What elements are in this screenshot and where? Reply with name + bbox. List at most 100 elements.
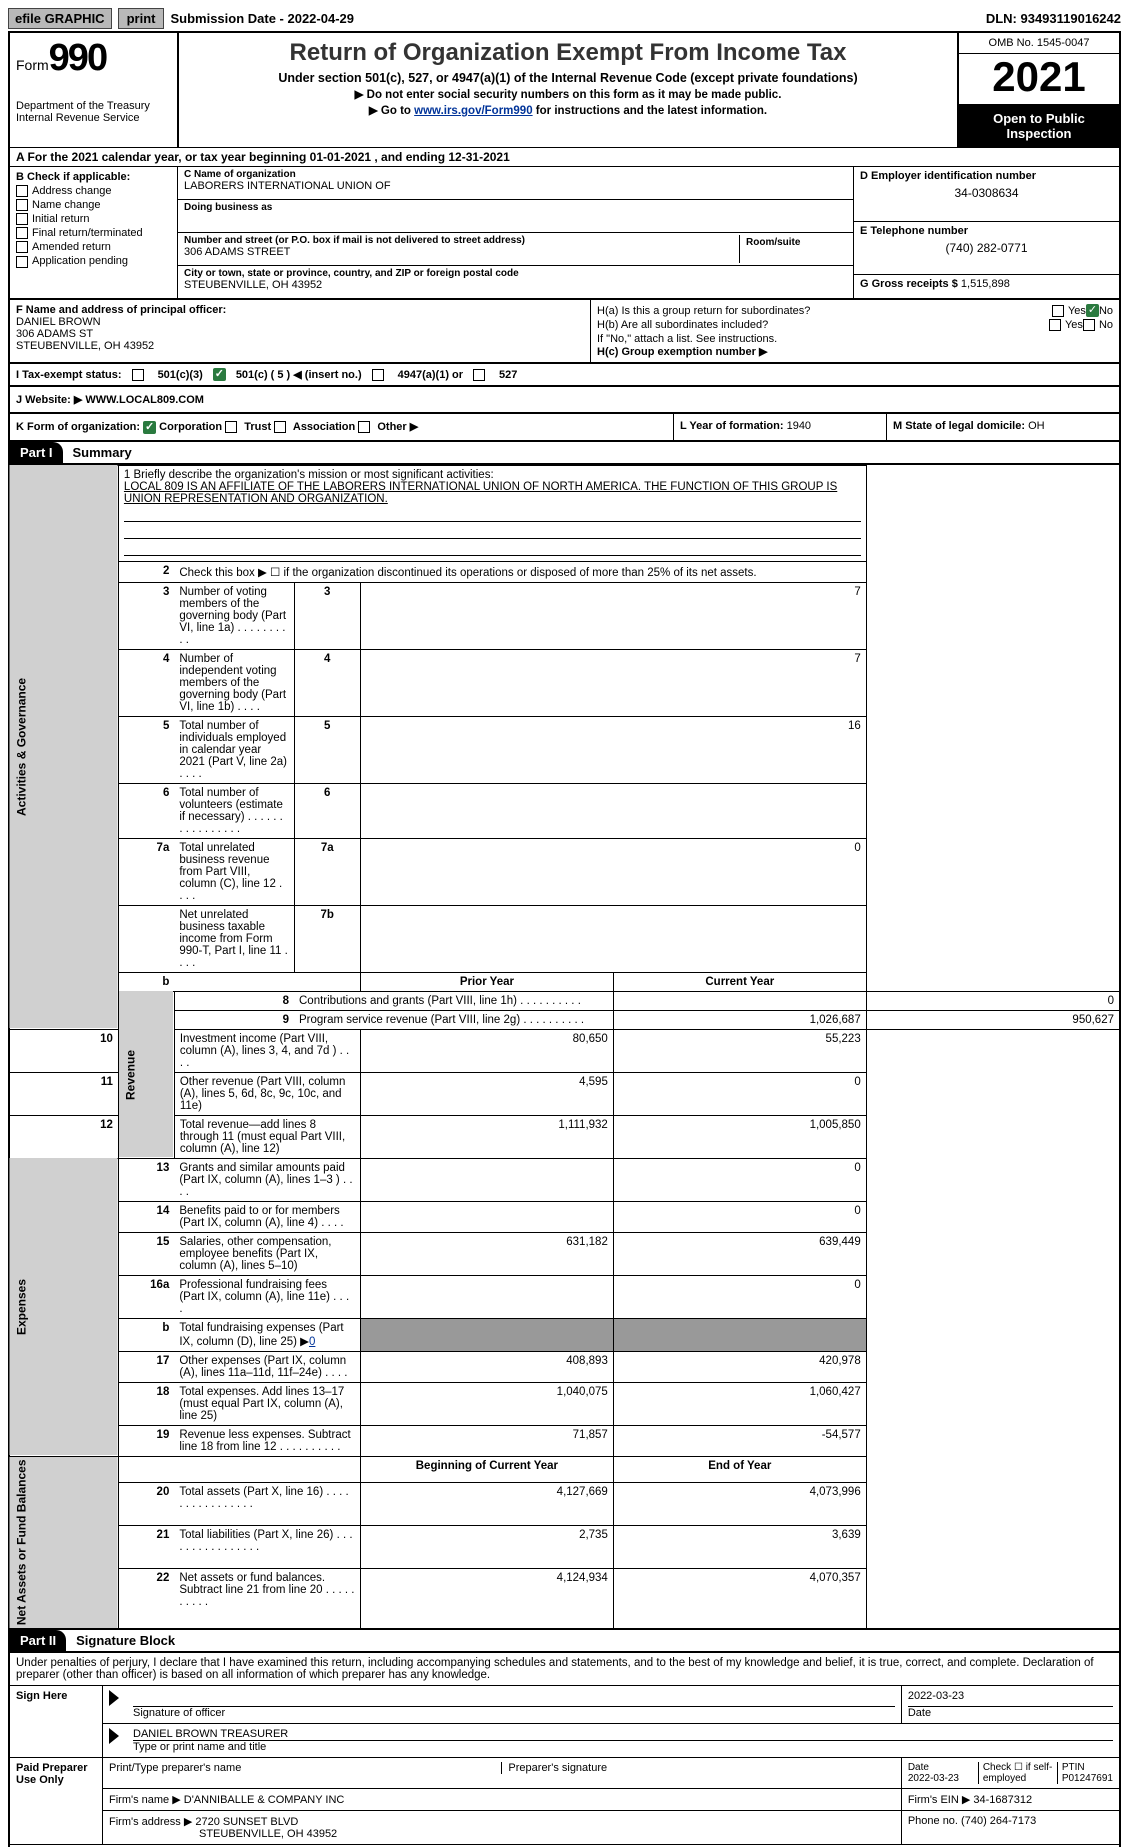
firm-addr-1: 2720 SUNSET BLVD	[195, 1816, 298, 1828]
prep-sig-label: Preparer's signature	[508, 1762, 894, 1774]
omb-number: OMB No. 1545-0047	[959, 33, 1119, 54]
officer-label: F Name and address of principal officer:	[16, 304, 584, 316]
top-bar: efile GRAPHIC print Submission Date - 20…	[8, 8, 1121, 29]
gross-label: G Gross receipts $	[860, 278, 958, 290]
self-employed-check[interactable]: Check ☐ if self-employed	[979, 1762, 1058, 1784]
sig-officer-label: Signature of officer	[133, 1707, 895, 1719]
side-governance: Activities & Governance	[9, 465, 118, 1029]
part-ii-header: Part II	[10, 1630, 66, 1651]
city-value: STEUBENVILLE, OH 43952	[184, 279, 847, 291]
signature-table: Sign Here Signature of officer 2022-03-2…	[8, 1685, 1121, 1847]
chk-association[interactable]	[274, 421, 286, 433]
efile-button[interactable]: efile GRAPHIC	[8, 8, 112, 29]
ha-no[interactable]: ✓	[1086, 304, 1099, 317]
form-label: Form	[16, 57, 49, 73]
tax-year: 2021	[959, 54, 1119, 105]
checkbox-final-return[interactable]	[16, 227, 28, 239]
officer-name: DANIEL BROWN	[16, 316, 584, 328]
print-button[interactable]: print	[118, 8, 165, 29]
chk-corporation[interactable]: ✓	[143, 421, 156, 434]
phone-value: (740) 282-0771	[860, 241, 1113, 255]
checkbox-initial-return[interactable]	[16, 213, 28, 225]
chk-other[interactable]	[358, 421, 370, 433]
hb-label: H(b) Are all subordinates included?	[597, 319, 1049, 331]
chk-501c3[interactable]	[132, 369, 144, 381]
room-label: Room/suite	[746, 237, 841, 248]
firm-name: D'ANNIBALLE & COMPANY INC	[184, 1794, 345, 1806]
summary-table: Activities & Governance 1 Briefly descri…	[8, 465, 1121, 1631]
mission-text: LOCAL 809 IS AN AFFILIATE OF THE LABORER…	[124, 481, 861, 505]
current-year-header: Current Year	[613, 972, 866, 991]
side-revenue: Revenue	[118, 991, 174, 1158]
ha-yes[interactable]	[1052, 305, 1064, 317]
ha-label: H(a) Is this a group return for subordin…	[597, 305, 1052, 317]
website-label: J Website: ▶	[16, 394, 82, 406]
gross-value: 1,515,898	[961, 278, 1010, 290]
checkbox-address-change[interactable]	[16, 185, 28, 197]
city-label: City or town, state or province, country…	[184, 268, 847, 279]
org-name: LABORERS INTERNATIONAL UNION OF	[184, 180, 847, 192]
side-expenses: Expenses	[9, 1158, 118, 1456]
mission-label: 1 Briefly describe the organization's mi…	[124, 469, 861, 481]
type-print-label: Type or print name and title	[133, 1741, 1113, 1753]
tax-status-label: I Tax-exempt status:	[16, 369, 122, 381]
firm-ein: 34-1687312	[973, 1794, 1032, 1806]
sig-date-label: Date	[908, 1707, 1113, 1719]
irs-link[interactable]: www.irs.gov/Form990	[414, 105, 532, 117]
website-value: WWW.LOCAL809.COM	[85, 394, 204, 406]
form-subtitle: Under section 501(c), 527, or 4947(a)(1)…	[191, 71, 945, 85]
part-ii-title: Signature Block	[66, 1633, 175, 1648]
print-name-label: Print/Type preparer's name	[109, 1762, 495, 1774]
instruction-2: ▶ Go to www.irs.gov/Form990 for instruct…	[191, 103, 945, 117]
year-formation: 1940	[787, 420, 811, 432]
dept-treasury: Department of the Treasury	[16, 100, 171, 112]
officer-city: STEUBENVILLE, OH 43952	[16, 340, 584, 352]
pointer-icon	[109, 1690, 119, 1706]
form-header: Form990 Department of the Treasury Inter…	[8, 31, 1121, 147]
addr-label: Number and street (or P.O. box if mail i…	[184, 235, 739, 246]
form-number: 990	[49, 37, 106, 79]
part-i-title: Summary	[63, 445, 132, 460]
checkbox-name-change[interactable]	[16, 199, 28, 211]
chk-4947[interactable]	[372, 369, 384, 381]
hc-label: H(c) Group exemption number ▶	[597, 345, 1113, 358]
dln: DLN: 93493119016242	[986, 11, 1121, 26]
prep-date: 2022-03-23	[908, 1773, 978, 1784]
checkbox-application-pending[interactable]	[16, 256, 28, 268]
officer-name-title: DANIEL BROWN TREASURER	[133, 1728, 1113, 1741]
form-title: Return of Organization Exempt From Incom…	[191, 39, 945, 67]
form-org-label: K Form of organization:	[16, 421, 140, 433]
hb-no[interactable]	[1083, 319, 1095, 331]
firm-phone: (740) 264-7173	[961, 1815, 1036, 1827]
hb-yes[interactable]	[1049, 319, 1061, 331]
paid-preparer-label: Paid Preparer Use Only	[9, 1758, 103, 1845]
penalty-statement: Under penalties of perjury, I declare th…	[8, 1653, 1121, 1685]
checkbox-amended[interactable]	[16, 241, 28, 253]
ptin-value: P01247691	[1062, 1773, 1113, 1784]
state-domicile: OH	[1028, 420, 1045, 432]
ein-label: D Employer identification number	[860, 170, 1113, 182]
row-a-tax-year: A For the 2021 calendar year, or tax yea…	[8, 147, 1121, 167]
phone-label: E Telephone number	[860, 225, 1113, 237]
line-2: Check this box ▶ ☐ if the organization d…	[174, 561, 866, 582]
submission-date: Submission Date - 2022-04-29	[170, 11, 354, 26]
chk-527[interactable]	[473, 369, 485, 381]
open-to-public: Open to Public Inspection	[959, 105, 1119, 147]
officer-addr: 306 ADAMS ST	[16, 328, 584, 340]
part-i-header: Part I	[10, 442, 63, 463]
col-b-checkboxes: B Check if applicable: Address change Na…	[10, 167, 178, 298]
fundraise-link[interactable]: 0	[309, 1336, 315, 1348]
sig-date: 2022-03-23	[908, 1690, 1113, 1707]
firm-addr-2: STEUBENVILLE, OH 43952	[199, 1828, 337, 1840]
boy-header: Beginning of Current Year	[360, 1456, 613, 1482]
pointer-icon-2	[109, 1728, 119, 1744]
col-b-title: B Check if applicable:	[16, 171, 171, 183]
chk-501c[interactable]: ✓	[213, 368, 226, 381]
ein-value: 34-0308634	[860, 186, 1113, 200]
sign-here-label: Sign Here	[9, 1686, 103, 1758]
instruction-1: ▶ Do not enter social security numbers o…	[191, 87, 945, 101]
chk-trust[interactable]	[225, 421, 237, 433]
hb-note: If "No," attach a list. See instructions…	[597, 333, 1113, 345]
irs-label: Internal Revenue Service	[16, 112, 171, 124]
dba-label: Doing business as	[184, 202, 847, 213]
